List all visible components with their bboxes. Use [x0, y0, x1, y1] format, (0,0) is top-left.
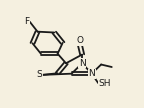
Text: SH: SH	[98, 79, 111, 88]
Text: F: F	[25, 17, 30, 26]
Text: N: N	[79, 59, 86, 68]
Text: S: S	[36, 70, 42, 79]
Text: O: O	[76, 36, 83, 45]
Text: N: N	[88, 69, 95, 78]
